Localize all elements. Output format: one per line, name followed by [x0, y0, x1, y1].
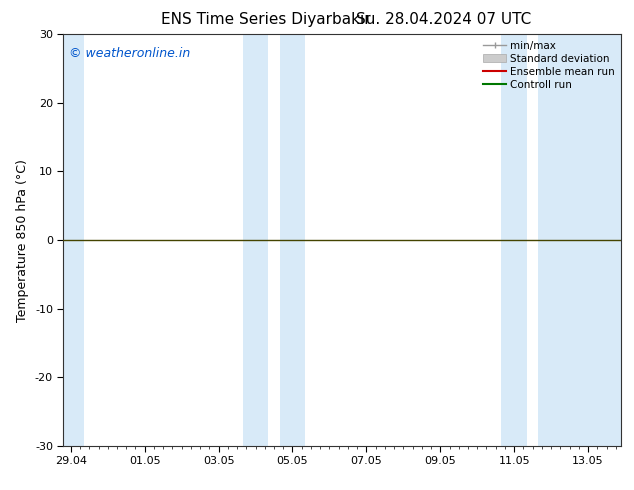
Bar — [501, 34, 527, 446]
Text: © weatheronline.in: © weatheronline.in — [69, 47, 190, 60]
Text: Su. 28.04.2024 07 UTC: Su. 28.04.2024 07 UTC — [356, 12, 531, 27]
Y-axis label: Temperature 850 hPa (°C): Temperature 850 hPa (°C) — [16, 159, 29, 321]
Bar — [243, 34, 268, 446]
Bar — [538, 34, 621, 446]
Legend: min/max, Standard deviation, Ensemble mean run, Controll run: min/max, Standard deviation, Ensemble me… — [479, 36, 619, 94]
Bar — [63, 34, 84, 446]
Text: ENS Time Series Diyarbakır: ENS Time Series Diyarbakır — [162, 12, 371, 27]
Bar — [280, 34, 306, 446]
